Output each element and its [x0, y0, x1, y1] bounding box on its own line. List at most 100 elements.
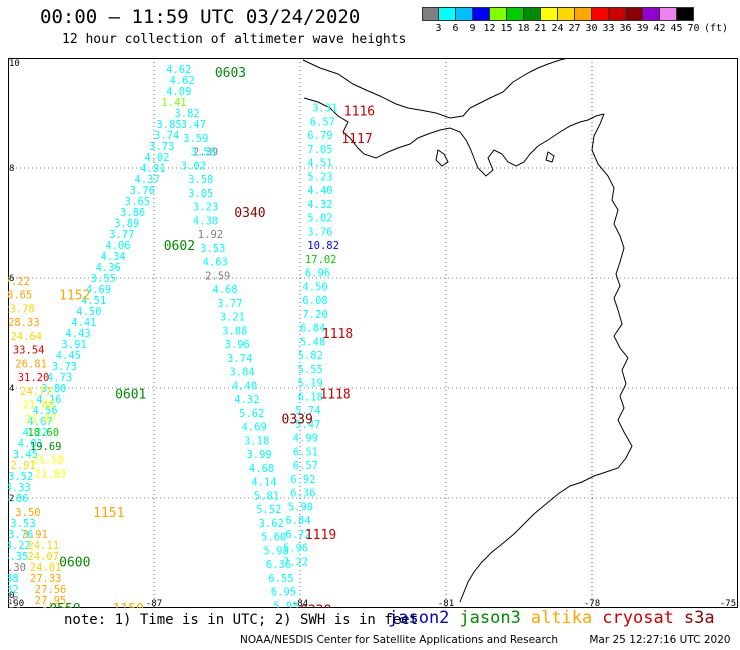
wave-height-value: 3.91 — [23, 529, 48, 541]
pass-time-label: 0340 — [234, 206, 265, 221]
observation-labels: 4.624.624.091.413.823.853.743.734.024.91… — [8, 64, 375, 608]
wave-height-value: 4.62 — [166, 64, 191, 76]
wave-height-value: 4.51 — [307, 158, 332, 170]
wave-height-value: 5.60 — [261, 532, 286, 544]
legend-cryosat: cryosat — [602, 608, 674, 628]
wave-height-value: 3.82 — [174, 108, 199, 120]
wave-height-value: 21.83 — [35, 468, 67, 480]
wave-height-value: 4.32 — [307, 199, 332, 211]
wave-height-value: 5.62 — [239, 408, 264, 420]
wave-height-value: 3.84 — [229, 367, 254, 379]
wave-height-value: 3.21 — [220, 312, 245, 324]
wave-height-value: 3.77 — [217, 298, 242, 310]
color-scale-label: 45 — [670, 23, 683, 34]
wave-height-value: 4.69 — [242, 422, 267, 434]
pass-time-label: 1118 — [322, 327, 353, 342]
wave-height-value: 4.22 — [23, 427, 48, 439]
wave-height-value: 3.35 — [8, 551, 28, 563]
legend-altika: altika — [530, 608, 593, 628]
color-scale-swatch — [439, 7, 456, 21]
wave-height-value: 4.56 — [32, 405, 57, 417]
wave-height-value: 1.92 — [198, 229, 223, 241]
color-scale-swatch — [660, 7, 677, 21]
wave-height-value: 3.85 — [156, 119, 181, 131]
wave-height-value: 6.84 — [285, 515, 310, 527]
wave-height-value: 3.76 — [8, 529, 33, 541]
wave-height-value: 24.64 — [10, 331, 42, 343]
wave-height-value: 4.22 — [8, 540, 31, 552]
wave-height-value: 24.07 — [27, 551, 59, 563]
x-tick-label: -84 — [292, 599, 308, 608]
color-scale-label: 33 — [602, 23, 615, 34]
legend-s3a: s3a — [683, 608, 715, 628]
color-scale-swatch — [626, 7, 643, 21]
wave-height-value: 4.07 — [27, 416, 52, 428]
color-scale-label: 18 — [517, 23, 530, 34]
footer: NOAA/NESDIS Center for Satellite Applica… — [240, 634, 731, 646]
pass-time-label: 0338 — [300, 604, 331, 608]
pass-time-label: 1117 — [341, 132, 372, 147]
wave-height-value: 3.86 — [120, 207, 145, 219]
color-scale-label: 70 — [687, 23, 700, 34]
wave-height-value: 3.52 — [8, 471, 33, 483]
color-scale-swatch — [422, 7, 439, 21]
color-scale-swatch — [507, 7, 524, 21]
wave-height-value: 3.91 — [62, 339, 87, 351]
color-scale-swatch — [643, 7, 660, 21]
page-title: 00:00 – 11:59 UTC 03/24/2020 — [40, 6, 361, 28]
pass-time-label: 1116 — [344, 104, 375, 119]
wave-height-value: 4.63 — [203, 257, 228, 269]
y-tick-label: 10 — [9, 59, 20, 69]
wave-height-value: 5.82 — [298, 350, 323, 362]
color-scale-swatch — [558, 7, 575, 21]
color-scale-label: 6 — [452, 23, 459, 34]
color-scale-swatch — [575, 7, 592, 21]
wave-height-value: 5.48 — [300, 336, 325, 348]
wave-height-value: 4.40 — [232, 380, 257, 392]
footer-credit: NOAA/NESDIS Center for Satellite Applica… — [240, 634, 558, 646]
page-subtitle: 12 hour collection of altimeter wave hei… — [62, 32, 407, 47]
color-scale-label: 15 — [500, 23, 513, 34]
wave-height-value: 21.08 — [23, 400, 55, 412]
wave-height-value: 5.81 — [254, 490, 279, 502]
pass-time-label: 0559 — [49, 602, 80, 608]
satellite-legend: jason2 jason3 altika cryosat s3a — [388, 608, 725, 628]
wave-height-value: 2.59 — [205, 270, 230, 282]
wave-height-value: 3.53 — [200, 243, 225, 255]
wave-height-value: 6.92 — [290, 474, 315, 486]
wave-height-value: 3.50 — [15, 507, 40, 519]
wave-height-value: 5.19 — [298, 378, 323, 390]
wave-height-value: 4.43 — [65, 328, 90, 340]
x-tick-label: -87 — [146, 599, 162, 608]
y-tick-label: 4 — [9, 384, 14, 394]
pass-time-label: 1150 — [113, 602, 144, 608]
color-scale-label: 42 — [653, 23, 666, 34]
wave-height-value: 4.32 — [234, 394, 259, 406]
wave-height-value: 4.06 — [105, 240, 130, 252]
wave-height-value: 5.47 — [295, 419, 320, 431]
color-scale — [422, 6, 694, 25]
wave-height-value: 3.18 — [244, 435, 269, 447]
coastline-panama-pacific — [303, 97, 605, 177]
wave-height-value: 5.90 — [288, 501, 313, 513]
wave-height-value: 5.74 — [295, 405, 320, 417]
wave-height-value: 28.39 — [42, 606, 74, 608]
wave-height-value: 21.07 — [25, 413, 57, 425]
wave-height-value: 19.69 — [30, 441, 62, 453]
wave-height-value: 4.68 — [249, 463, 274, 475]
pass-time-label: 0601 — [115, 388, 146, 403]
legend-jason2: jason2 — [388, 608, 450, 628]
wave-height-value: 3.88 — [222, 325, 247, 337]
wave-height-value: 5.02 — [307, 213, 332, 225]
pass-time-label: 1152 — [59, 289, 90, 304]
wave-height-value: 3.59 — [183, 133, 208, 145]
color-scale-swatch — [592, 7, 609, 21]
wave-height-value: 3.80 — [41, 383, 66, 395]
wave-height-value: 27.33 — [30, 573, 62, 585]
wave-height-value: 4.37 — [135, 174, 160, 186]
color-scale-swatch — [524, 7, 541, 21]
wave-height-value: 4.69 — [86, 284, 111, 296]
y-tick-label: 8 — [9, 164, 14, 174]
wave-height-value: 3.86 — [8, 493, 28, 505]
